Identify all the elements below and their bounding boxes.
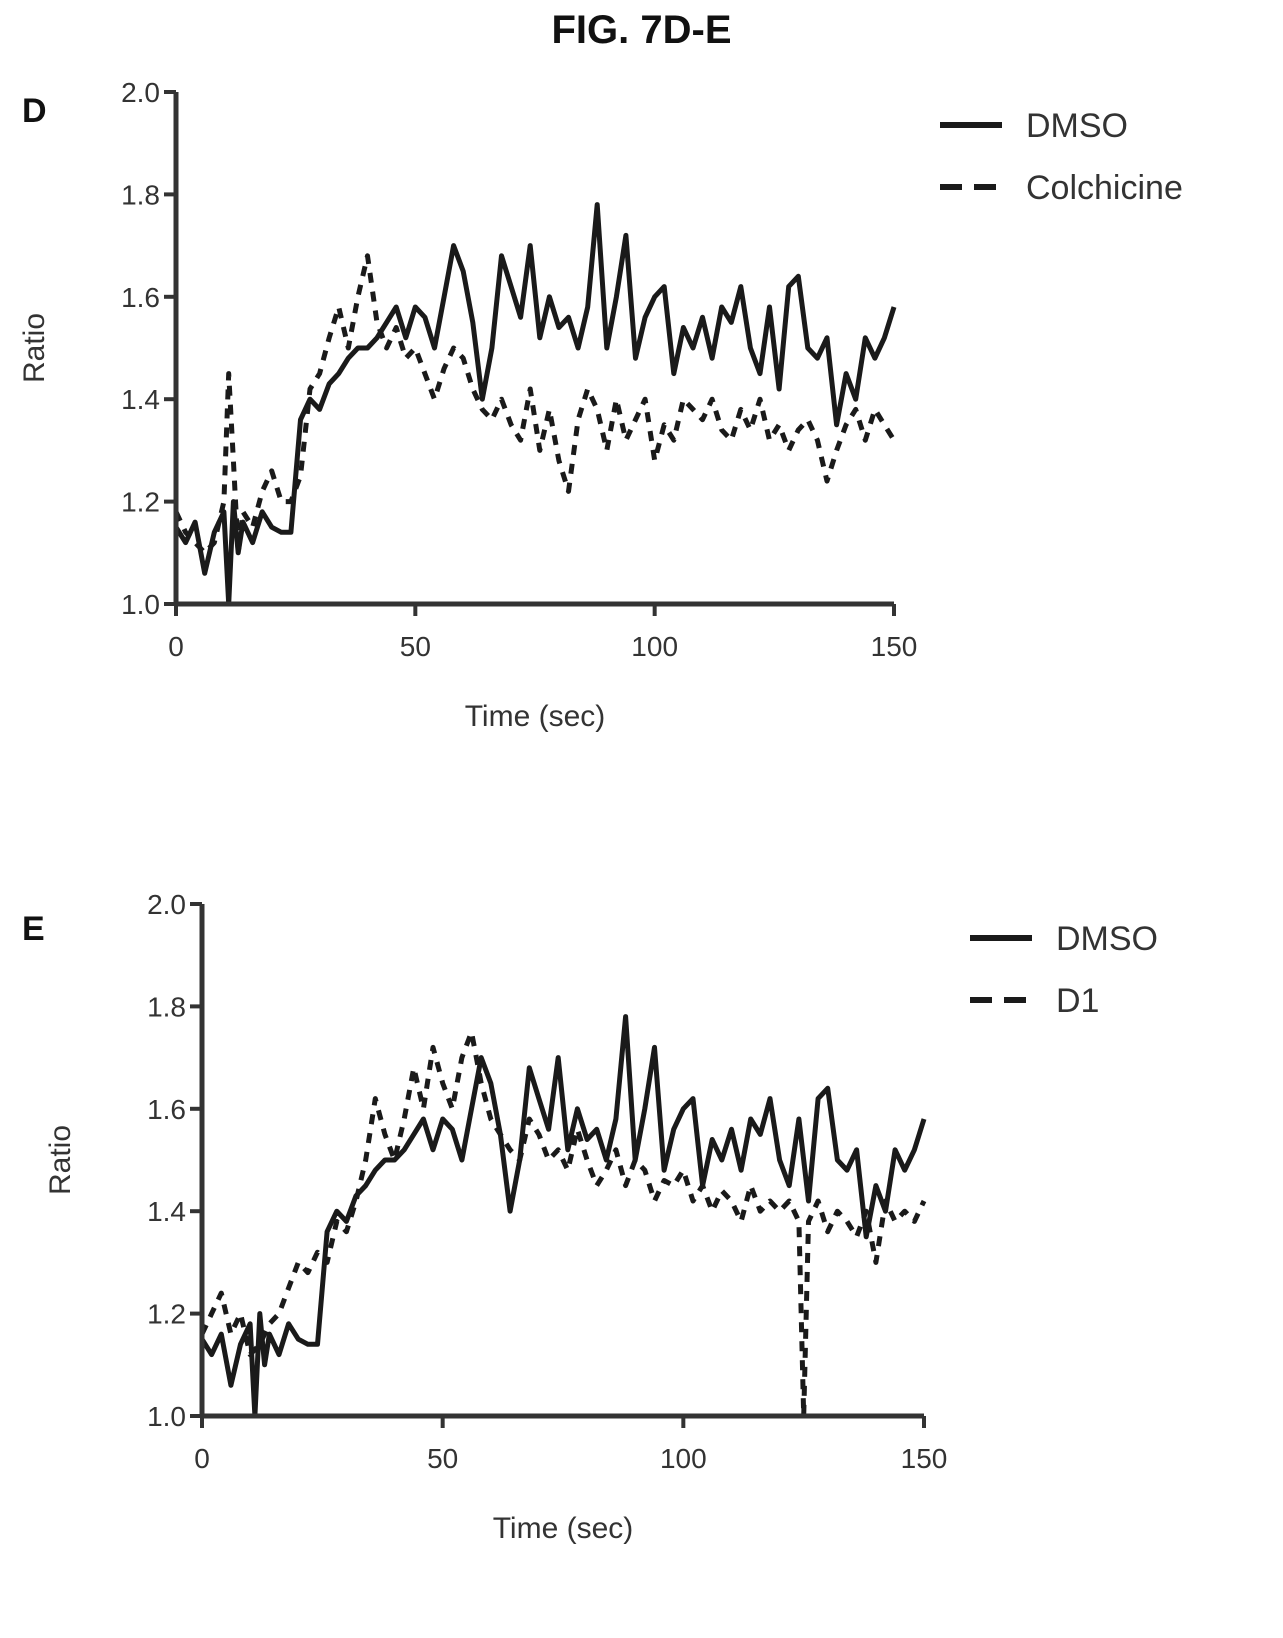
y-tick-label: 1.8 <box>147 991 186 1022</box>
figure-title: FIG. 7D-E <box>551 8 732 52</box>
x-tick-label: 50 <box>427 1443 458 1474</box>
y-tick-label: 1.4 <box>147 1196 186 1227</box>
chart-panel-d: 1.0 1.2 1.4 1.6 1.8 2.0 0 50 100 150 Time (sec) Rat… <box>18 77 1183 733</box>
legend-label-dmso: DMSO <box>1056 920 1158 958</box>
chart-panel-e: 1.0 1.2 1.4 1.6 1.8 2.0 0 50 100 150 Time (sec) Rat… <box>44 889 1158 1545</box>
legend-label-d1: D1 <box>1056 982 1099 1020</box>
x-tick-label: 150 <box>871 631 918 662</box>
x-tick-label: 50 <box>400 631 431 662</box>
series-line-d1 <box>199 1029 927 1419</box>
x-tick-label: 0 <box>194 1443 210 1474</box>
legend-label-colchicine: Colchicine <box>1026 169 1183 207</box>
x-axis-label: Time (sec) <box>493 1512 634 1545</box>
series-line-dmso <box>173 202 897 607</box>
x-tick-label: 150 <box>901 1443 948 1474</box>
panel-label-e: E <box>22 910 45 948</box>
x-tick-label: 0 <box>168 631 184 662</box>
y-tick-label: 1.6 <box>147 1094 186 1125</box>
y-axis-label: Ratio <box>44 1125 77 1195</box>
y-tick-label: 2.0 <box>121 77 160 108</box>
y-axis-label: Ratio <box>18 313 51 383</box>
x-tick-label: 100 <box>660 1443 707 1474</box>
series-line-colchicine <box>173 253 897 556</box>
series-line-dmso <box>199 1014 927 1419</box>
x-axis-label: Time (sec) <box>465 700 606 733</box>
y-tick-label: 1.8 <box>121 179 160 210</box>
y-tick-label: 1.2 <box>147 1299 186 1330</box>
panel-label-d: D <box>22 92 47 130</box>
legend-label-dmso: DMSO <box>1026 107 1128 145</box>
y-tick-label: 1.2 <box>121 487 160 518</box>
y-tick-label: 1.6 <box>121 282 160 313</box>
y-tick-label: 1.0 <box>121 589 160 620</box>
y-tick-label: 1.4 <box>121 384 160 415</box>
y-tick-label: 1.0 <box>147 1401 186 1432</box>
x-tick-label: 100 <box>631 631 678 662</box>
y-tick-label: 2.0 <box>147 889 186 920</box>
